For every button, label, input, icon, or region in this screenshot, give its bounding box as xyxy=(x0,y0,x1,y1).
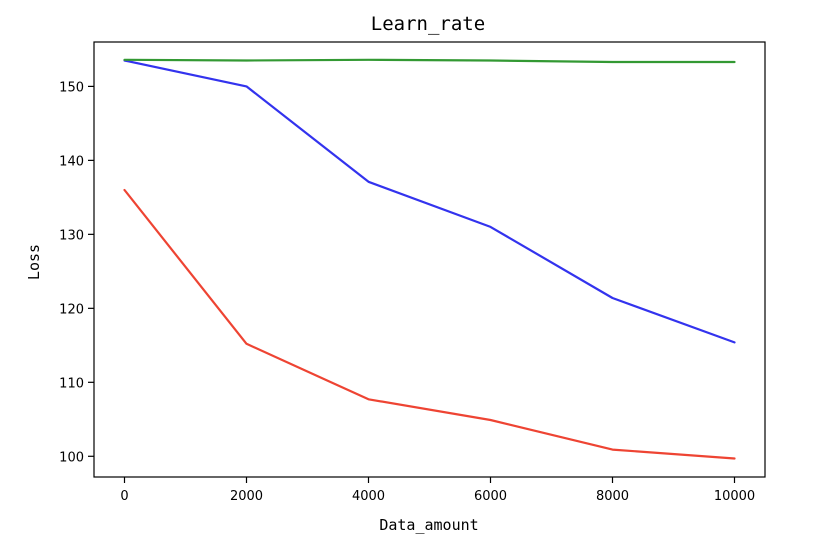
x-tick-label: 2000 xyxy=(230,489,263,504)
y-tick-label: 130 xyxy=(59,228,84,243)
chart-title: Learn_rate xyxy=(371,13,485,35)
series-line-2 xyxy=(123,188,736,460)
y-axis: 100 110 120 130 140 150 xyxy=(59,80,94,465)
x-tick-label: 10000 xyxy=(714,489,755,504)
series-line-1 xyxy=(123,59,736,344)
x-axis-label: Data_amount xyxy=(379,516,478,534)
x-tick-label: 4000 xyxy=(352,489,385,504)
x-axis: 0 2000 4000 6000 8000 10000 xyxy=(120,477,755,504)
y-tick-label: 100 xyxy=(59,450,84,465)
plot-frame xyxy=(93,41,766,478)
y-tick-label: 150 xyxy=(59,80,84,95)
y-axis-label: Loss xyxy=(25,244,43,280)
y-tick-label: 110 xyxy=(59,376,84,391)
series-line-3 xyxy=(123,58,736,64)
x-tick-label: 8000 xyxy=(596,489,629,504)
y-tick-label: 140 xyxy=(59,154,84,169)
plot-lines xyxy=(123,58,736,460)
y-tick-label: 120 xyxy=(59,302,84,317)
x-tick-label: 6000 xyxy=(474,489,507,504)
x-tick-label: 0 xyxy=(120,489,128,504)
